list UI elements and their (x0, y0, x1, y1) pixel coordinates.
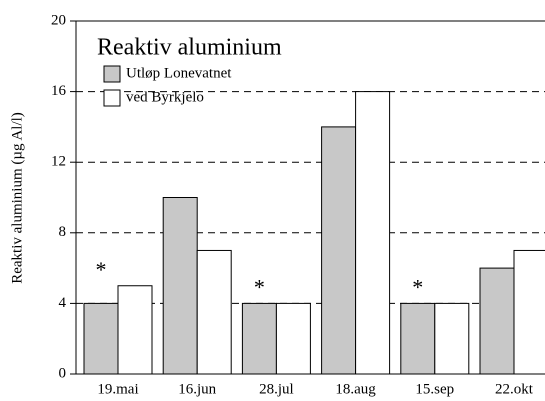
bar (83, 302, 119, 375)
bar (162, 197, 198, 375)
legend-swatch (103, 65, 121, 83)
bar (196, 249, 232, 375)
chart-title: Reaktiv aluminium (97, 35, 282, 61)
y-tick-label: 12 (51, 154, 66, 170)
bar (241, 302, 277, 375)
bar (275, 302, 311, 375)
bar (321, 126, 357, 375)
legend-label: ved Byrkjelo (126, 89, 204, 105)
x-tick-label: 19.mai (97, 381, 138, 397)
y-tick-label: 0 (59, 365, 67, 381)
bar (513, 249, 545, 375)
legend-swatch (103, 89, 121, 107)
x-tick-label: 16.jun (178, 381, 216, 397)
y-axis-label: Reaktiv aluminium (µg Al/l) (9, 112, 25, 284)
y-tick-label: 8 (59, 224, 67, 240)
y-tick-label: 20 (51, 12, 66, 28)
annotation: * (96, 257, 107, 282)
bar (479, 267, 515, 375)
bar (400, 302, 436, 375)
x-tick-label: 15.sep (415, 381, 454, 397)
annotation: * (254, 274, 265, 299)
bar (117, 285, 153, 375)
x-tick-label: 28.jul (259, 381, 294, 397)
annotation: * (412, 274, 423, 299)
y-tick-label: 4 (59, 295, 67, 311)
bar (434, 302, 470, 375)
legend-label: Utløp Lonevatnet (126, 65, 232, 81)
x-tick-label: 18.aug (335, 381, 376, 397)
x-tick-label: 22.okt (495, 381, 534, 397)
y-tick-label: 16 (51, 83, 67, 99)
bar (355, 91, 391, 375)
